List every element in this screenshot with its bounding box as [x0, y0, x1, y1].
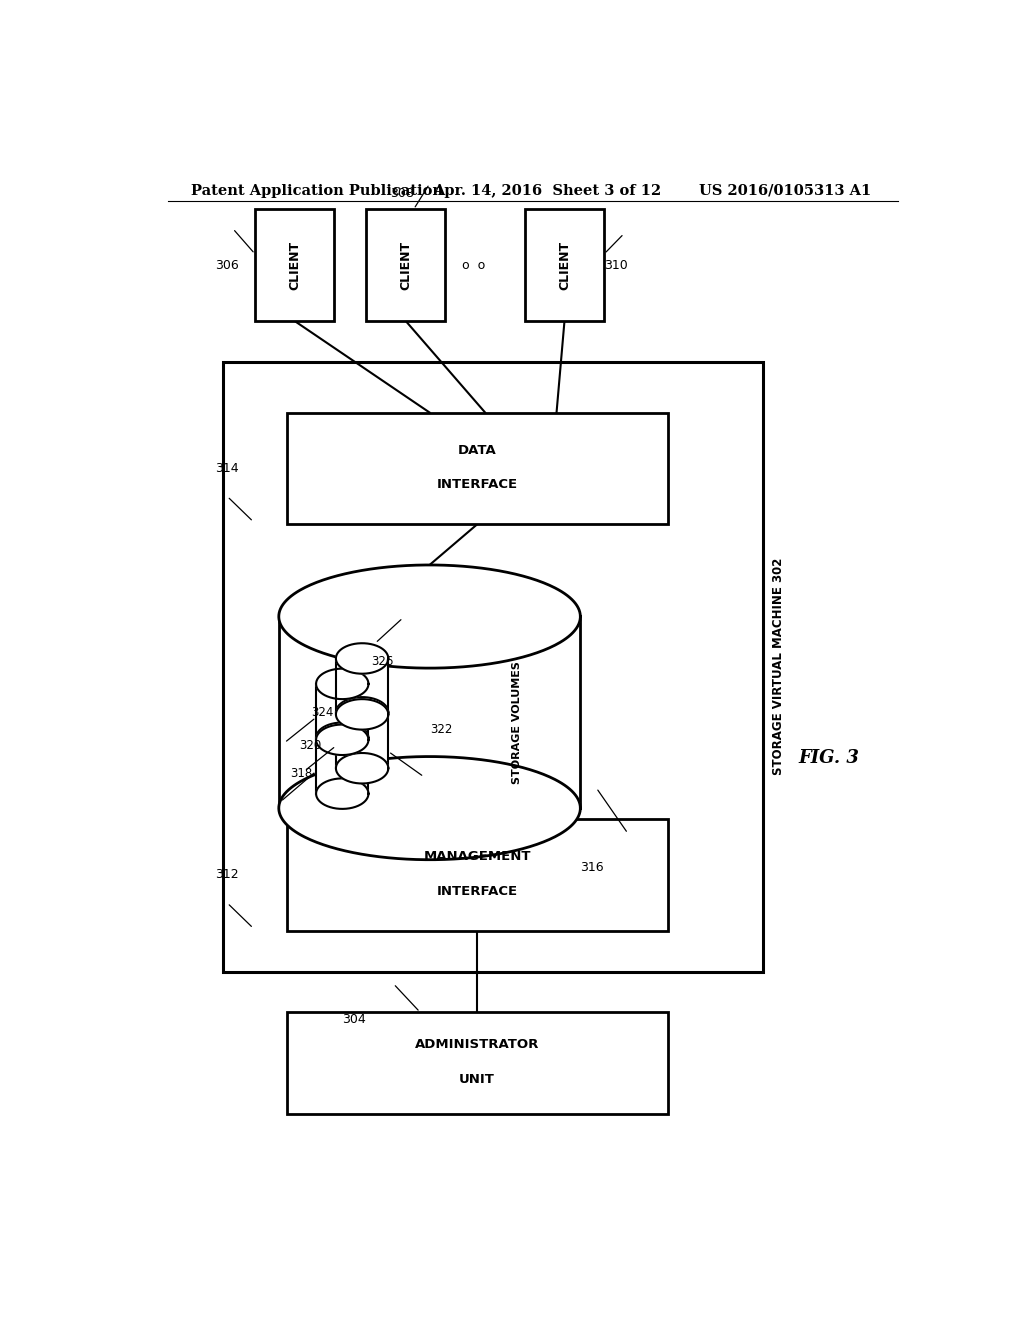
Polygon shape	[316, 725, 369, 755]
Polygon shape	[279, 565, 581, 668]
Bar	[287, 818, 668, 931]
Text: 324: 324	[311, 706, 334, 719]
Polygon shape	[316, 684, 369, 739]
Polygon shape	[336, 700, 388, 730]
Text: FIG. 3: FIG. 3	[799, 748, 859, 767]
Text: ADMINISTRATOR: ADMINISTRATOR	[415, 1039, 540, 1051]
Bar	[255, 210, 334, 321]
Text: 312: 312	[215, 869, 239, 882]
Polygon shape	[316, 738, 369, 793]
Text: US 2016/0105313 A1: US 2016/0105313 A1	[699, 183, 871, 198]
Text: CLIENT: CLIENT	[399, 240, 413, 289]
Bar	[279, 639, 581, 785]
Text: MANAGEMENT: MANAGEMENT	[424, 850, 530, 863]
Bar	[367, 210, 445, 321]
Text: Apr. 14, 2016  Sheet 3 of 12: Apr. 14, 2016 Sheet 3 of 12	[433, 183, 662, 198]
Bar	[223, 362, 763, 972]
Text: 306: 306	[215, 259, 239, 272]
Text: 308: 308	[390, 187, 414, 201]
Polygon shape	[316, 669, 369, 700]
Text: 320: 320	[299, 739, 322, 752]
Bar	[524, 210, 604, 321]
Text: UNIT: UNIT	[459, 1073, 496, 1086]
Text: 316: 316	[581, 862, 604, 874]
Bar	[279, 616, 581, 808]
Text: 326: 326	[371, 655, 393, 668]
Text: DATA: DATA	[458, 444, 497, 457]
Polygon shape	[316, 722, 369, 752]
Text: 304: 304	[342, 1012, 366, 1026]
Polygon shape	[336, 643, 388, 673]
Text: CLIENT: CLIENT	[558, 240, 571, 289]
Polygon shape	[336, 752, 388, 784]
Polygon shape	[316, 779, 369, 809]
Polygon shape	[336, 659, 388, 714]
Bar	[287, 1012, 668, 1114]
Text: CLIENT: CLIENT	[288, 240, 301, 289]
Text: STORAGE VIRTUAL MACHINE 302: STORAGE VIRTUAL MACHINE 302	[772, 558, 785, 775]
Text: 322: 322	[430, 723, 453, 737]
Text: 314: 314	[215, 462, 239, 475]
Text: 310: 310	[604, 259, 628, 272]
Polygon shape	[336, 713, 388, 768]
Polygon shape	[279, 756, 581, 859]
Text: INTERFACE: INTERFACE	[436, 884, 518, 898]
Text: 318: 318	[290, 767, 312, 780]
Polygon shape	[336, 697, 388, 727]
Text: STORAGE VOLUMES: STORAGE VOLUMES	[512, 661, 522, 784]
Bar	[287, 413, 668, 524]
Text: o  o: o o	[462, 259, 484, 272]
Text: Patent Application Publication: Patent Application Publication	[191, 183, 443, 198]
Text: INTERFACE: INTERFACE	[436, 478, 518, 491]
